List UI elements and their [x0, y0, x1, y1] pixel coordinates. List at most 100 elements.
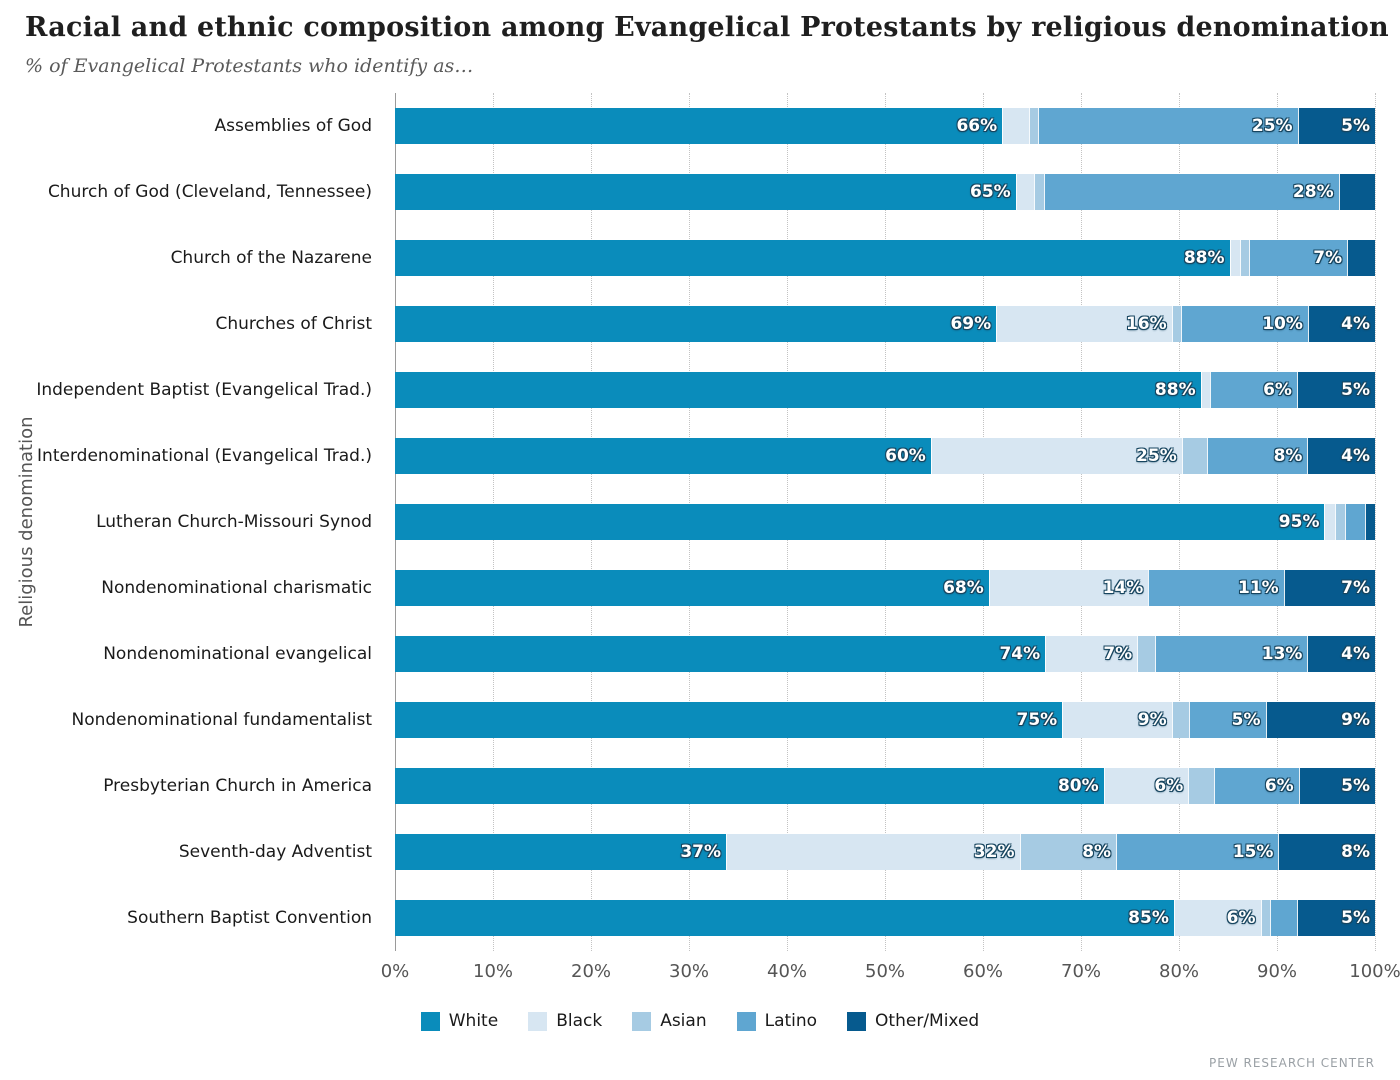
- bar-value-label: 15%: [1232, 842, 1274, 862]
- bar-value-label: 5%: [1341, 776, 1370, 796]
- bar-segment-other-mixed: [1338, 174, 1375, 210]
- legend-label: Asian: [660, 1011, 707, 1031]
- category-label: Assemblies of God: [214, 115, 372, 136]
- bar-segment-black: [1324, 504, 1335, 540]
- bar-row: Southern Baptist Convention 85% 6% 5%: [0, 885, 1400, 951]
- bar-rows: Assemblies of God 66% 25% 5% Church of God (…: [0, 93, 1400, 951]
- bar-segment-other-mixed: 7%: [1283, 570, 1375, 606]
- category-label: Church of God (Cleveland, Tennessee): [47, 181, 372, 202]
- legend-label: Latino: [764, 1011, 818, 1031]
- bar-value-label: 65%: [969, 182, 1011, 202]
- bar-segment-white: 60%: [395, 438, 931, 474]
- legend-label: Black: [556, 1011, 603, 1031]
- bar-segment-white: 85%: [395, 900, 1174, 936]
- bar-value-label: 7%: [1103, 644, 1133, 664]
- bar-value-label: 9%: [1341, 710, 1370, 730]
- chart-header: Racial and ethnic composition among Evan…: [0, 0, 1400, 79]
- bar-row: Seventh-day Adventist 37% 32% 8% 15% 8%: [0, 819, 1400, 885]
- legend-swatch-asian: [632, 1011, 652, 1031]
- bar-row: Nondenominational fundamentalist 75% 9% 5% 9…: [0, 687, 1400, 753]
- bar-value-label: 85%: [1128, 908, 1169, 928]
- bar-segment-latino: 28%: [1044, 174, 1339, 210]
- x-tick-label: 50%: [864, 961, 906, 982]
- bar-row: Assemblies of God 66% 25% 5%: [0, 93, 1400, 159]
- bar-row: Independent Baptist (Evangelical Trad.) 8…: [0, 357, 1400, 423]
- bar-segment-asian: [1334, 504, 1346, 540]
- category-label: Presbyterian Church in America: [103, 775, 372, 796]
- bar-value-label: 6%: [1263, 380, 1292, 400]
- stacked-bar: 88% 6% 5%: [395, 372, 1375, 408]
- bar-value-label: 8%: [1341, 842, 1370, 862]
- x-tick-label: 10%: [472, 961, 514, 982]
- bar-segment-white: 69%: [395, 306, 997, 342]
- bar-value-label: 60%: [885, 446, 926, 466]
- legend-swatch-white: [420, 1011, 440, 1031]
- bar-segment-white: 74%: [395, 636, 1046, 672]
- x-tick-label: 60%: [962, 961, 1004, 982]
- bar-value-label: 6%: [1154, 776, 1184, 796]
- bar-value-label: 7%: [1313, 248, 1343, 268]
- bar-value-label: 28%: [1292, 182, 1334, 202]
- bar-segment-black: 32%: [726, 834, 1020, 870]
- legend-swatch-black: [528, 1011, 548, 1031]
- bar-segment-latino: 11%: [1148, 570, 1284, 606]
- category-label: Church of the Nazarene: [170, 247, 372, 268]
- bar-segment-other-mixed: [1347, 240, 1375, 276]
- bar-value-label: 6%: [1264, 776, 1294, 796]
- bar-segment-other-mixed: 5%: [1298, 768, 1375, 804]
- bar-segment-asian: [1239, 240, 1250, 276]
- bar-segment-black: [1002, 108, 1029, 144]
- legend: White Black Asian Latino Other/Mixed: [0, 1011, 1400, 1031]
- bar-segment-asian: [1171, 306, 1181, 342]
- bar-segment-other-mixed: 4%: [1307, 438, 1375, 474]
- bar-segment-black: 7%: [1045, 636, 1138, 672]
- bar-segment-other-mixed: 4%: [1307, 636, 1375, 672]
- bar-segment-latino: 5%: [1189, 702, 1266, 738]
- bar-segment-white: 65%: [395, 174, 1016, 210]
- chart-title: Racial and ethnic composition among Evan…: [25, 12, 1400, 43]
- bar-segment-asian: [1188, 768, 1215, 804]
- bar-segment-white: 95%: [395, 504, 1325, 540]
- gridline: [1375, 93, 1376, 951]
- bar-segment-white: 68%: [395, 570, 989, 606]
- bar-value-label: 16%: [1125, 314, 1167, 334]
- bar-segment-asian: [1034, 174, 1045, 210]
- legend-label: Other/Mixed: [875, 1011, 980, 1031]
- bar-segment-latino: 25%: [1038, 108, 1298, 144]
- bar-segment-white: 80%: [395, 768, 1104, 804]
- stacked-bar: 75% 9% 5% 9%: [395, 702, 1375, 738]
- bar-value-label: 9%: [1137, 710, 1167, 730]
- legend-swatch-other-mixed: [847, 1011, 867, 1031]
- bar-segment-white: 66%: [395, 108, 1003, 144]
- stacked-bar-chart: Religious denomination Assemblies of God…: [0, 93, 1400, 1031]
- bar-segment-black: [1200, 372, 1211, 408]
- category-label: Nondenominational charismatic: [101, 577, 372, 598]
- bar-row: Interdenominational (Evangelical Trad.) 6…: [0, 423, 1400, 489]
- bar-value-label: 80%: [1057, 776, 1099, 796]
- bar-segment-white: 75%: [395, 702, 1063, 738]
- bar-value-label: 95%: [1278, 512, 1320, 532]
- bar-segment-latino: 15%: [1116, 834, 1279, 870]
- x-tick-label: 40%: [766, 961, 808, 982]
- category-label: Churches of Christ: [215, 313, 372, 334]
- bar-segment-black: [1015, 174, 1035, 210]
- bar-value-label: 11%: [1238, 578, 1279, 598]
- bar-segment-latino: [1345, 504, 1365, 540]
- bar-value-label: 37%: [680, 842, 722, 862]
- bar-value-label: 5%: [1341, 380, 1370, 400]
- bar-segment-other-mixed: 5%: [1297, 108, 1375, 144]
- bar-segment-asian: [1028, 108, 1039, 144]
- category-label: Interdenominational (Evangelical Trad.): [37, 445, 372, 466]
- category-label: Nondenominational evangelical: [103, 643, 372, 664]
- category-label: Lutheran Church-Missouri Synod: [96, 511, 372, 532]
- stacked-bar: 80% 6% 6% 5%: [395, 768, 1375, 804]
- bar-segment-asian: [1260, 900, 1271, 936]
- stacked-bar: 37% 32% 8% 15% 8%: [395, 834, 1375, 870]
- legend-item-latino: Latino: [736, 1011, 818, 1031]
- category-label: Seventh-day Adventist: [178, 841, 372, 862]
- bar-segment-asian: [1171, 702, 1190, 738]
- bar-segment-other-mixed: 9%: [1265, 702, 1375, 738]
- bar-row: Lutheran Church-Missouri Synod 95%: [0, 489, 1400, 555]
- stacked-bar: 68% 14% 11% 7%: [395, 570, 1375, 606]
